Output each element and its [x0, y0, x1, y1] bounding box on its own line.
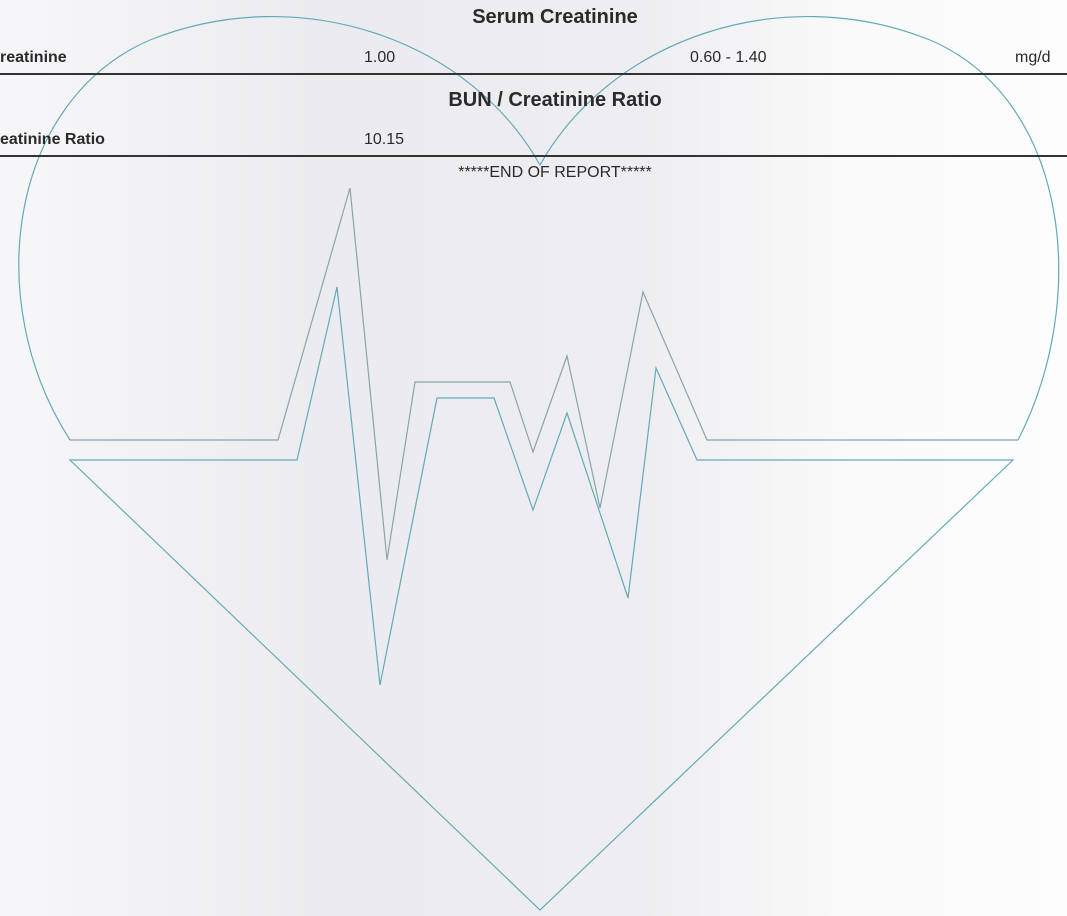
reference-range: 0.60 - 1.40: [690, 49, 767, 66]
test-result: 1.00: [364, 49, 396, 66]
section-title: BUN / Creatinine Ratio: [448, 89, 662, 111]
test-name: eatinine Ratio: [0, 131, 105, 148]
section-title: Serum Creatinine: [472, 6, 638, 28]
report-footer: *****END OF REPORT*****: [458, 164, 652, 181]
test-result: 10.15: [364, 131, 405, 148]
heart-top: [18, 15, 1060, 441]
test-name: reatinine: [0, 49, 67, 66]
ecg-lower: [68, 286, 1015, 911]
divider: [0, 155, 1067, 157]
unit: mg/d: [1015, 49, 1051, 66]
heart-outline: [18, 15, 1060, 911]
divider: [0, 73, 1067, 75]
ecg-upper: [70, 187, 1018, 561]
